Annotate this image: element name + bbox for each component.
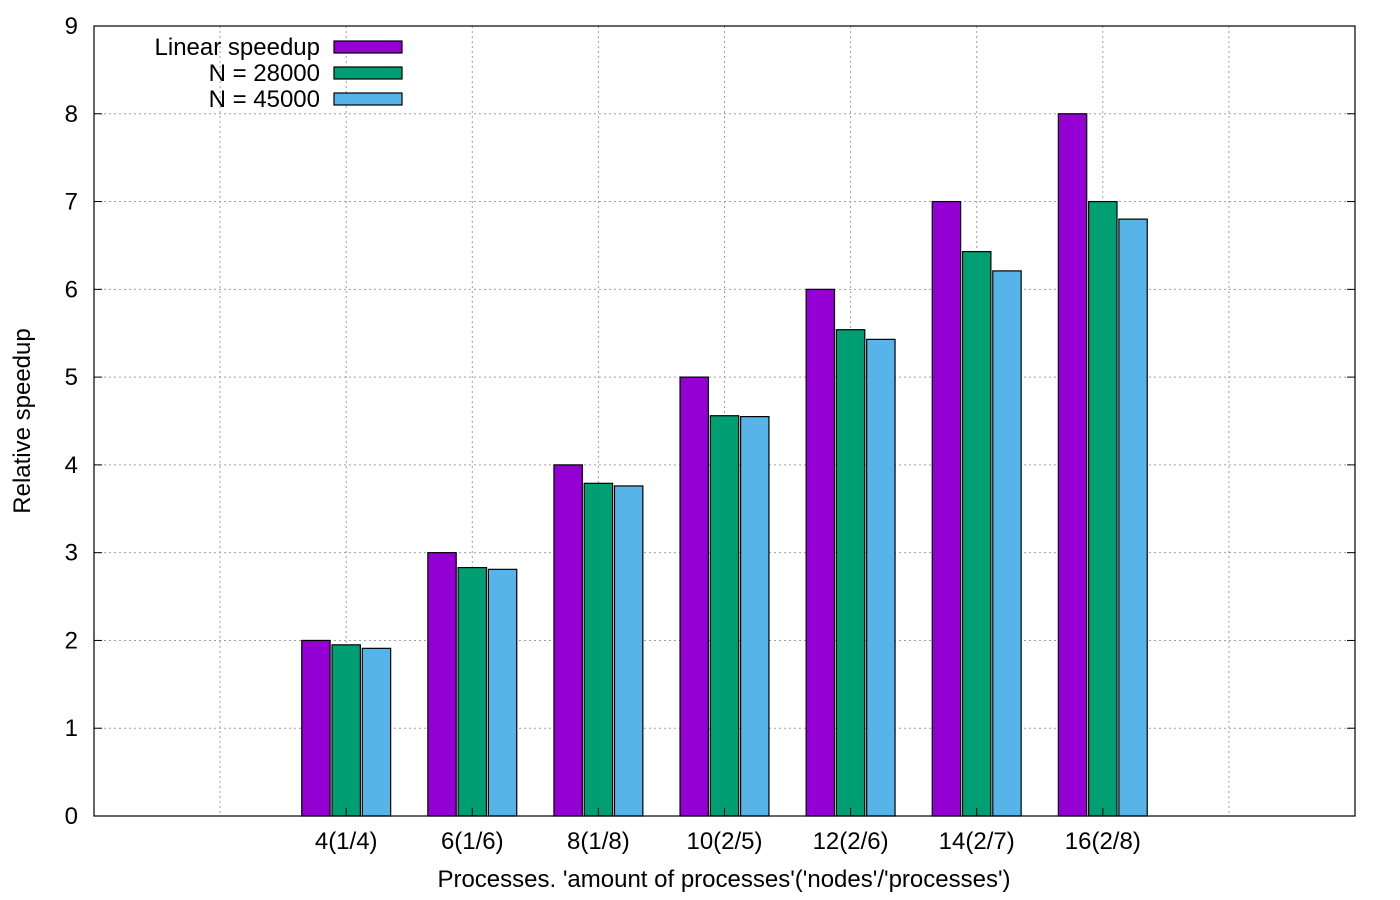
bar-1-6(1/6)	[427, 552, 457, 817]
bars-group	[301, 113, 1148, 817]
x-tick-label: 16(2/8)	[1065, 828, 1141, 855]
y-tick-label: 1	[65, 715, 78, 742]
bar-1-10(2/5)	[679, 376, 710, 817]
bar-2-14(2/7)	[961, 250, 992, 817]
legend-swatch	[333, 66, 403, 80]
y-tick-label: 3	[65, 540, 78, 567]
x-tick-label: 12(2/6)	[813, 828, 889, 855]
bar-3-8(1/8)	[613, 485, 644, 817]
bar-3-16(2/8)	[1118, 218, 1148, 817]
y-tick-labels: 0 1 2 3 4 5 6 7 8 9	[65, 13, 1355, 830]
legend-label: N = 45000	[209, 86, 320, 113]
legend-swatch	[333, 92, 403, 106]
y-tick-label: 2	[65, 627, 78, 654]
bar-3-10(2/5)	[739, 416, 770, 817]
bar-3-6(1/6)	[487, 568, 518, 817]
y-tick-label: 0	[65, 803, 78, 830]
bar-1-14(2/7)	[931, 200, 962, 817]
y-tick-label: 8	[65, 101, 78, 128]
bar-2-16(2/8)	[1088, 200, 1118, 817]
x-tick-label: 14(2/7)	[939, 828, 1015, 855]
x-tick-label: 8(1/8)	[567, 828, 630, 855]
y-tick-label: 9	[65, 13, 78, 40]
bar-1-4(1/4)	[301, 639, 331, 817]
x-tick-label: 10(2/5)	[686, 828, 762, 855]
bar-1-12(2/6)	[805, 288, 836, 817]
legend-label: Linear speedup	[155, 34, 320, 61]
bar-3-4(1/4)	[361, 647, 392, 817]
x-axis-label: Processes. 'amount of processes'('nodes'…	[437, 866, 1010, 893]
bar-1-8(1/8)	[553, 464, 583, 817]
x-tick-label: 6(1/6)	[441, 828, 504, 855]
y-axis-label: Relative speedup	[9, 328, 36, 513]
bar-2-12(2/6)	[835, 329, 866, 817]
x-tick-labels: 4(1/4) 6(1/6) 8(1/8) 10(2/5) 12(2/6) 14(2/7) 1…	[315, 808, 1141, 855]
bar-3-14(2/7)	[992, 270, 1022, 817]
bar-1-16(2/8)	[1057, 113, 1088, 817]
bar-2-6(1/6)	[457, 566, 488, 817]
legend-swatch	[333, 40, 403, 54]
y-tick-label: 6	[65, 276, 78, 303]
bar-2-4(1/4)	[331, 644, 361, 817]
bar-3-12(2/6)	[866, 338, 896, 817]
bar-2-8(1/8)	[583, 482, 614, 817]
bar-2-10(2/5)	[709, 415, 740, 817]
y-tick-label: 5	[65, 364, 78, 391]
y-tick-label: 7	[65, 189, 78, 216]
legend-label: N = 28000	[209, 60, 320, 87]
x-tick-label: 4(1/4)	[315, 828, 378, 855]
y-tick-label: 4	[65, 452, 78, 479]
